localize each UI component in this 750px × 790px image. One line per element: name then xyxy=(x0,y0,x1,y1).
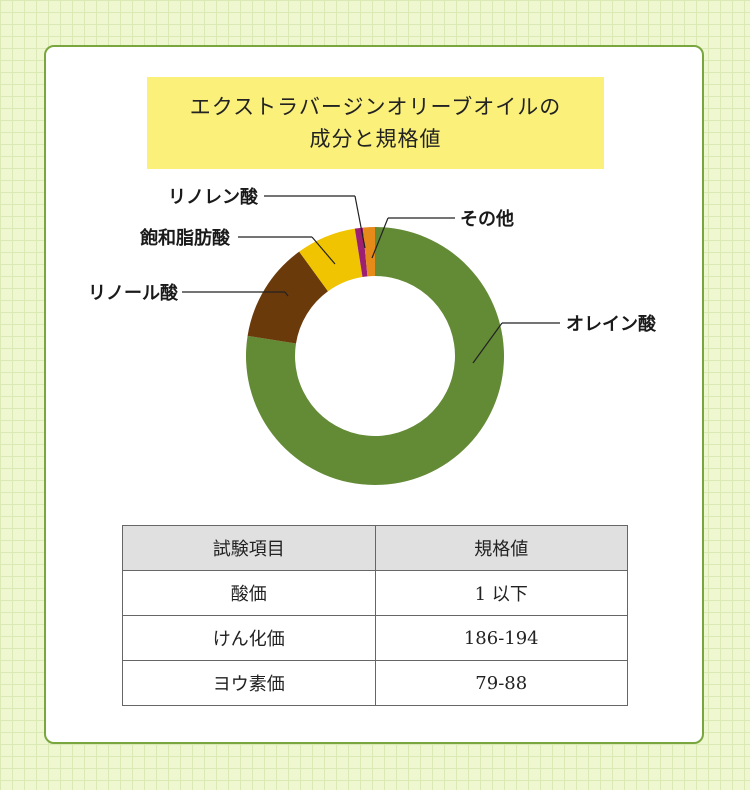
leader-line-other-diag xyxy=(371,217,389,259)
chart-title-line1: エクストラバージンオリーブオイルの xyxy=(189,95,562,119)
table-header-row: 試験項目 規格値 xyxy=(122,525,628,571)
slice-labels: オレイン酸 リノール酸 飽和脂肪酸 リノレン酸 その他 xyxy=(88,186,657,335)
slice-label-linolenic: リノレン酸 xyxy=(168,186,259,208)
chart-title-line2: 成分と規格値 xyxy=(309,127,442,151)
donut-slices xyxy=(246,227,504,485)
table-cell: 186-194 xyxy=(374,615,628,661)
spec-table: 試験項目 規格値 酸価 1 以下 けん化価 186-194 ヨウ素価 79-88 xyxy=(122,525,628,706)
table-cell: 79-88 xyxy=(374,660,628,706)
leader-line-linolenic-diag xyxy=(354,195,366,249)
slice-label-saturated: 飽和脂肪酸 xyxy=(139,227,231,249)
leader-line-linoleic-diag xyxy=(284,291,289,297)
leader-line-saturated-diag xyxy=(311,236,336,265)
leader-line-oleic xyxy=(472,322,503,364)
chart-title-box: エクストラバージンオリーブオイルの 成分と規格値 xyxy=(147,77,604,169)
table-cell: けん化価 xyxy=(122,615,376,661)
slice-label-linoleic: リノール酸 xyxy=(88,282,179,304)
table-cell: ヨウ素価 xyxy=(122,660,376,706)
slice-label-other: その他 xyxy=(460,208,514,230)
table-cell: 1 以下 xyxy=(374,570,628,616)
table-cell: 酸価 xyxy=(122,570,376,616)
table-header-cell: 規格値 xyxy=(374,525,628,571)
table-row: ヨウ素価 79-88 xyxy=(122,660,628,706)
donut-slice-linolenic xyxy=(354,227,368,277)
donut-slice-linoleic xyxy=(247,251,328,344)
leader-lines xyxy=(182,195,560,364)
table-header-cell: 試験項目 xyxy=(122,525,376,571)
donut-slice-oleic xyxy=(246,227,504,485)
table-row: 酸価 1 以下 xyxy=(122,570,628,616)
table-row: けん化価 186-194 xyxy=(122,615,628,661)
donut-slice-other xyxy=(362,227,375,277)
slice-label-oleic: オレイン酸 xyxy=(566,313,657,335)
